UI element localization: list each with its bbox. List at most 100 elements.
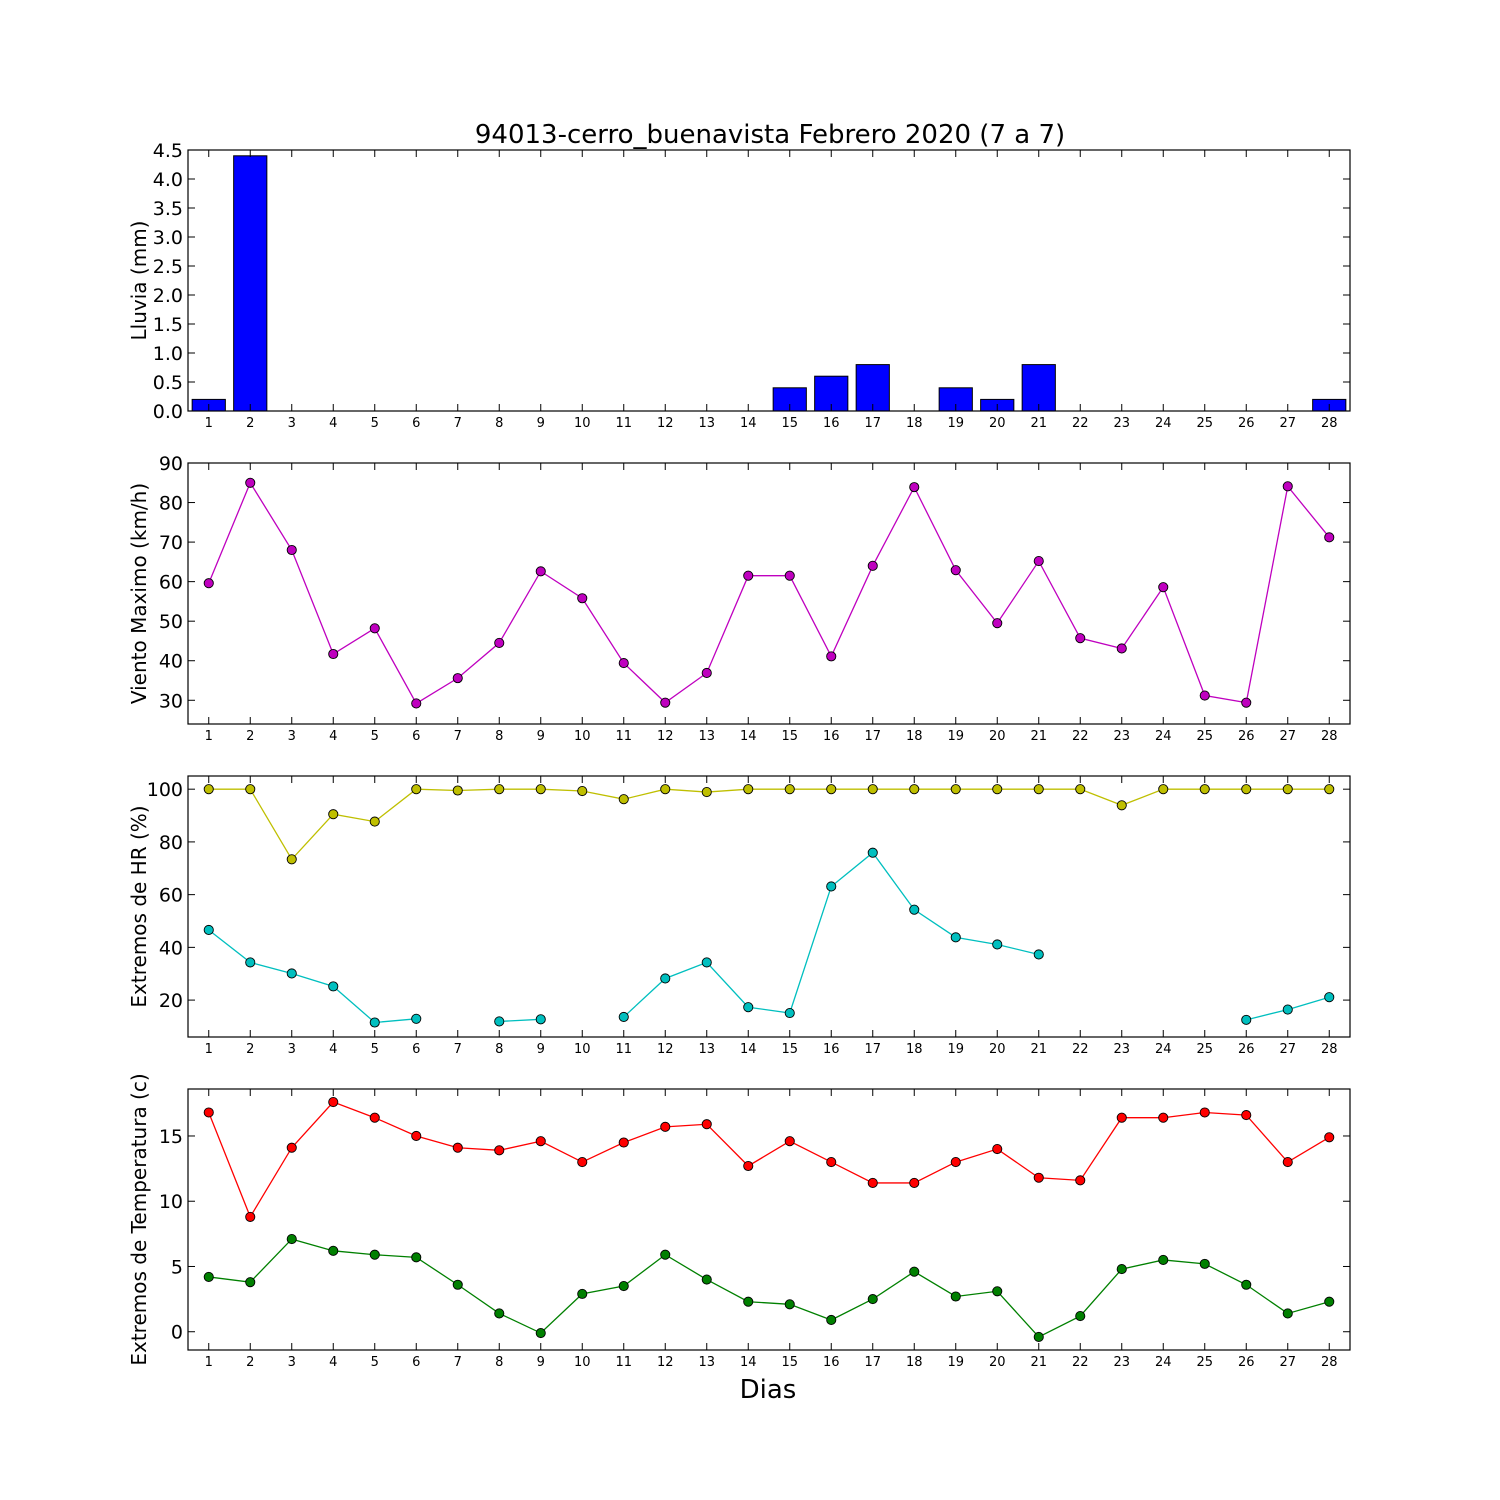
series-2-point-day-9 xyxy=(535,1014,546,1025)
x-tick-label: 17 xyxy=(864,416,881,431)
series-2-point-day-5 xyxy=(369,1249,380,1260)
x-tick-label: 28 xyxy=(1321,1355,1338,1370)
series-1-point-day-15 xyxy=(784,1136,795,1147)
series-2-line-segment xyxy=(499,1018,541,1023)
series-2-point-day-17 xyxy=(867,1294,878,1305)
series-1-point-day-21 xyxy=(1033,1172,1044,1183)
series-1-point-day-10 xyxy=(577,1157,588,1168)
series-1-point-day-5 xyxy=(369,816,380,827)
x-tick-label: 7 xyxy=(454,1355,462,1370)
y-tick-label: 60 xyxy=(159,572,183,594)
series-1-point-day-9 xyxy=(535,566,546,577)
x-tick-label: 1 xyxy=(205,416,213,431)
x-tick-label: 13 xyxy=(698,729,715,744)
series-1-point-day-3 xyxy=(286,544,297,556)
series-2-point-day-4 xyxy=(328,981,339,992)
x-tick-label: 21 xyxy=(1030,1355,1047,1370)
series-1-point-day-7 xyxy=(452,673,463,684)
series-1-point-day-18 xyxy=(909,1177,920,1189)
x-tick-label: 15 xyxy=(781,1355,798,1370)
series-1-point-day-2 xyxy=(245,477,256,488)
x-tick-label: 11 xyxy=(615,1042,632,1057)
x-tick-label: 16 xyxy=(823,416,840,431)
y-axis-label: Viento Maximo (km/h) xyxy=(127,483,151,704)
x-tick-label: 6 xyxy=(412,1355,420,1370)
x-tick-label: 18 xyxy=(906,1355,923,1370)
x-tick-label: 6 xyxy=(412,729,420,744)
series-1-point-day-4 xyxy=(328,809,339,820)
series-2-point-day-25 xyxy=(1199,1258,1210,1269)
plot-frame xyxy=(187,462,1351,725)
x-tick-label: 20 xyxy=(989,416,1006,431)
series-1-point-day-27 xyxy=(1282,481,1293,492)
series-1-point-day-5 xyxy=(369,1112,380,1123)
series-1-point-day-20 xyxy=(992,1143,1003,1155)
y-tick-label: 1.5 xyxy=(153,314,183,336)
series-2-point-day-11 xyxy=(618,1011,629,1023)
series-1-point-day-27 xyxy=(1282,784,1293,795)
x-tick-label: 1 xyxy=(205,1355,213,1370)
x-tick-label: 16 xyxy=(823,1355,840,1370)
x-tick-label: 3 xyxy=(288,729,296,744)
x-tick-label: 7 xyxy=(454,1042,462,1057)
y-tick-label: 3.0 xyxy=(153,227,183,249)
y-tick-label: 10 xyxy=(159,1191,183,1213)
series-1-point-day-12 xyxy=(660,1121,671,1132)
series-1-point-day-19 xyxy=(950,565,961,576)
x-tick-label: 4 xyxy=(329,1042,337,1057)
y-axis-label: Extremos de HR (%) xyxy=(127,805,151,1007)
x-tick-label: 23 xyxy=(1113,1042,1130,1057)
series-1-point-day-5 xyxy=(369,623,380,634)
series-1-point-day-16 xyxy=(826,784,837,795)
series-2-line-segment xyxy=(623,851,1039,1018)
chart-title: 94013-cerro_buenavista Febrero 2020 (7 a… xyxy=(475,120,1065,150)
series-2-point-day-15 xyxy=(784,1007,795,1019)
series-1-point-day-7 xyxy=(452,1142,463,1153)
series-1-point-day-23 xyxy=(1116,800,1127,811)
y-tick-label: 2.5 xyxy=(153,256,183,278)
series-1-point-day-25 xyxy=(1199,690,1210,701)
x-tick-label: 28 xyxy=(1321,1042,1338,1057)
series-1-point-day-9 xyxy=(535,784,546,795)
series-2-point-day-6 xyxy=(411,1252,422,1263)
series-1-point-day-28 xyxy=(1324,1132,1335,1143)
series-2-point-day-28 xyxy=(1324,1296,1335,1307)
series-2-point-day-14 xyxy=(743,1002,754,1013)
series-2-point-day-17 xyxy=(867,847,878,858)
series-1-line-segment xyxy=(208,1101,1330,1219)
x-tick-label: 22 xyxy=(1072,729,1089,744)
x-tick-label: 24 xyxy=(1155,416,1172,431)
series-1-point-day-14 xyxy=(743,784,754,795)
series-1-line-segment xyxy=(208,788,1330,861)
x-tick-label: 27 xyxy=(1279,1042,1296,1057)
y-tick-label: 4.0 xyxy=(153,169,183,191)
x-tick-label: 22 xyxy=(1072,1355,1089,1370)
x-tick-label: 27 xyxy=(1279,416,1296,431)
x-tick-label: 12 xyxy=(657,1355,674,1370)
series-1-point-day-22 xyxy=(1075,784,1086,795)
series-1-point-day-2 xyxy=(245,1211,256,1222)
x-tick-label: 14 xyxy=(740,416,757,431)
series-1-point-day-11 xyxy=(618,1137,629,1148)
series-2-point-day-6 xyxy=(411,1013,422,1024)
series-2-line-segment xyxy=(208,929,417,1024)
series-1-point-day-21 xyxy=(1033,784,1044,795)
series-2-point-day-12 xyxy=(660,973,671,984)
series-2-point-day-19 xyxy=(950,932,961,943)
series-2-point-day-26 xyxy=(1241,1014,1252,1025)
x-tick-label: 10 xyxy=(574,1355,591,1370)
x-tick-label: 3 xyxy=(288,1042,296,1057)
series-2-line-segment xyxy=(208,1238,1330,1338)
x-tick-label: 19 xyxy=(947,1355,964,1370)
x-tick-label: 15 xyxy=(781,729,798,744)
series-2-point-day-3 xyxy=(286,968,297,979)
series-1-point-day-13 xyxy=(701,667,712,679)
x-tick-label: 14 xyxy=(740,1355,757,1370)
series-1-line-segment xyxy=(208,481,1330,705)
bar-day-21 xyxy=(1021,364,1056,412)
series-1-point-day-12 xyxy=(660,784,671,795)
x-tick-label: 2 xyxy=(246,729,254,744)
series-1-point-day-23 xyxy=(1116,643,1127,654)
series-1-point-day-13 xyxy=(701,787,712,798)
x-tick-label: 28 xyxy=(1321,416,1338,431)
